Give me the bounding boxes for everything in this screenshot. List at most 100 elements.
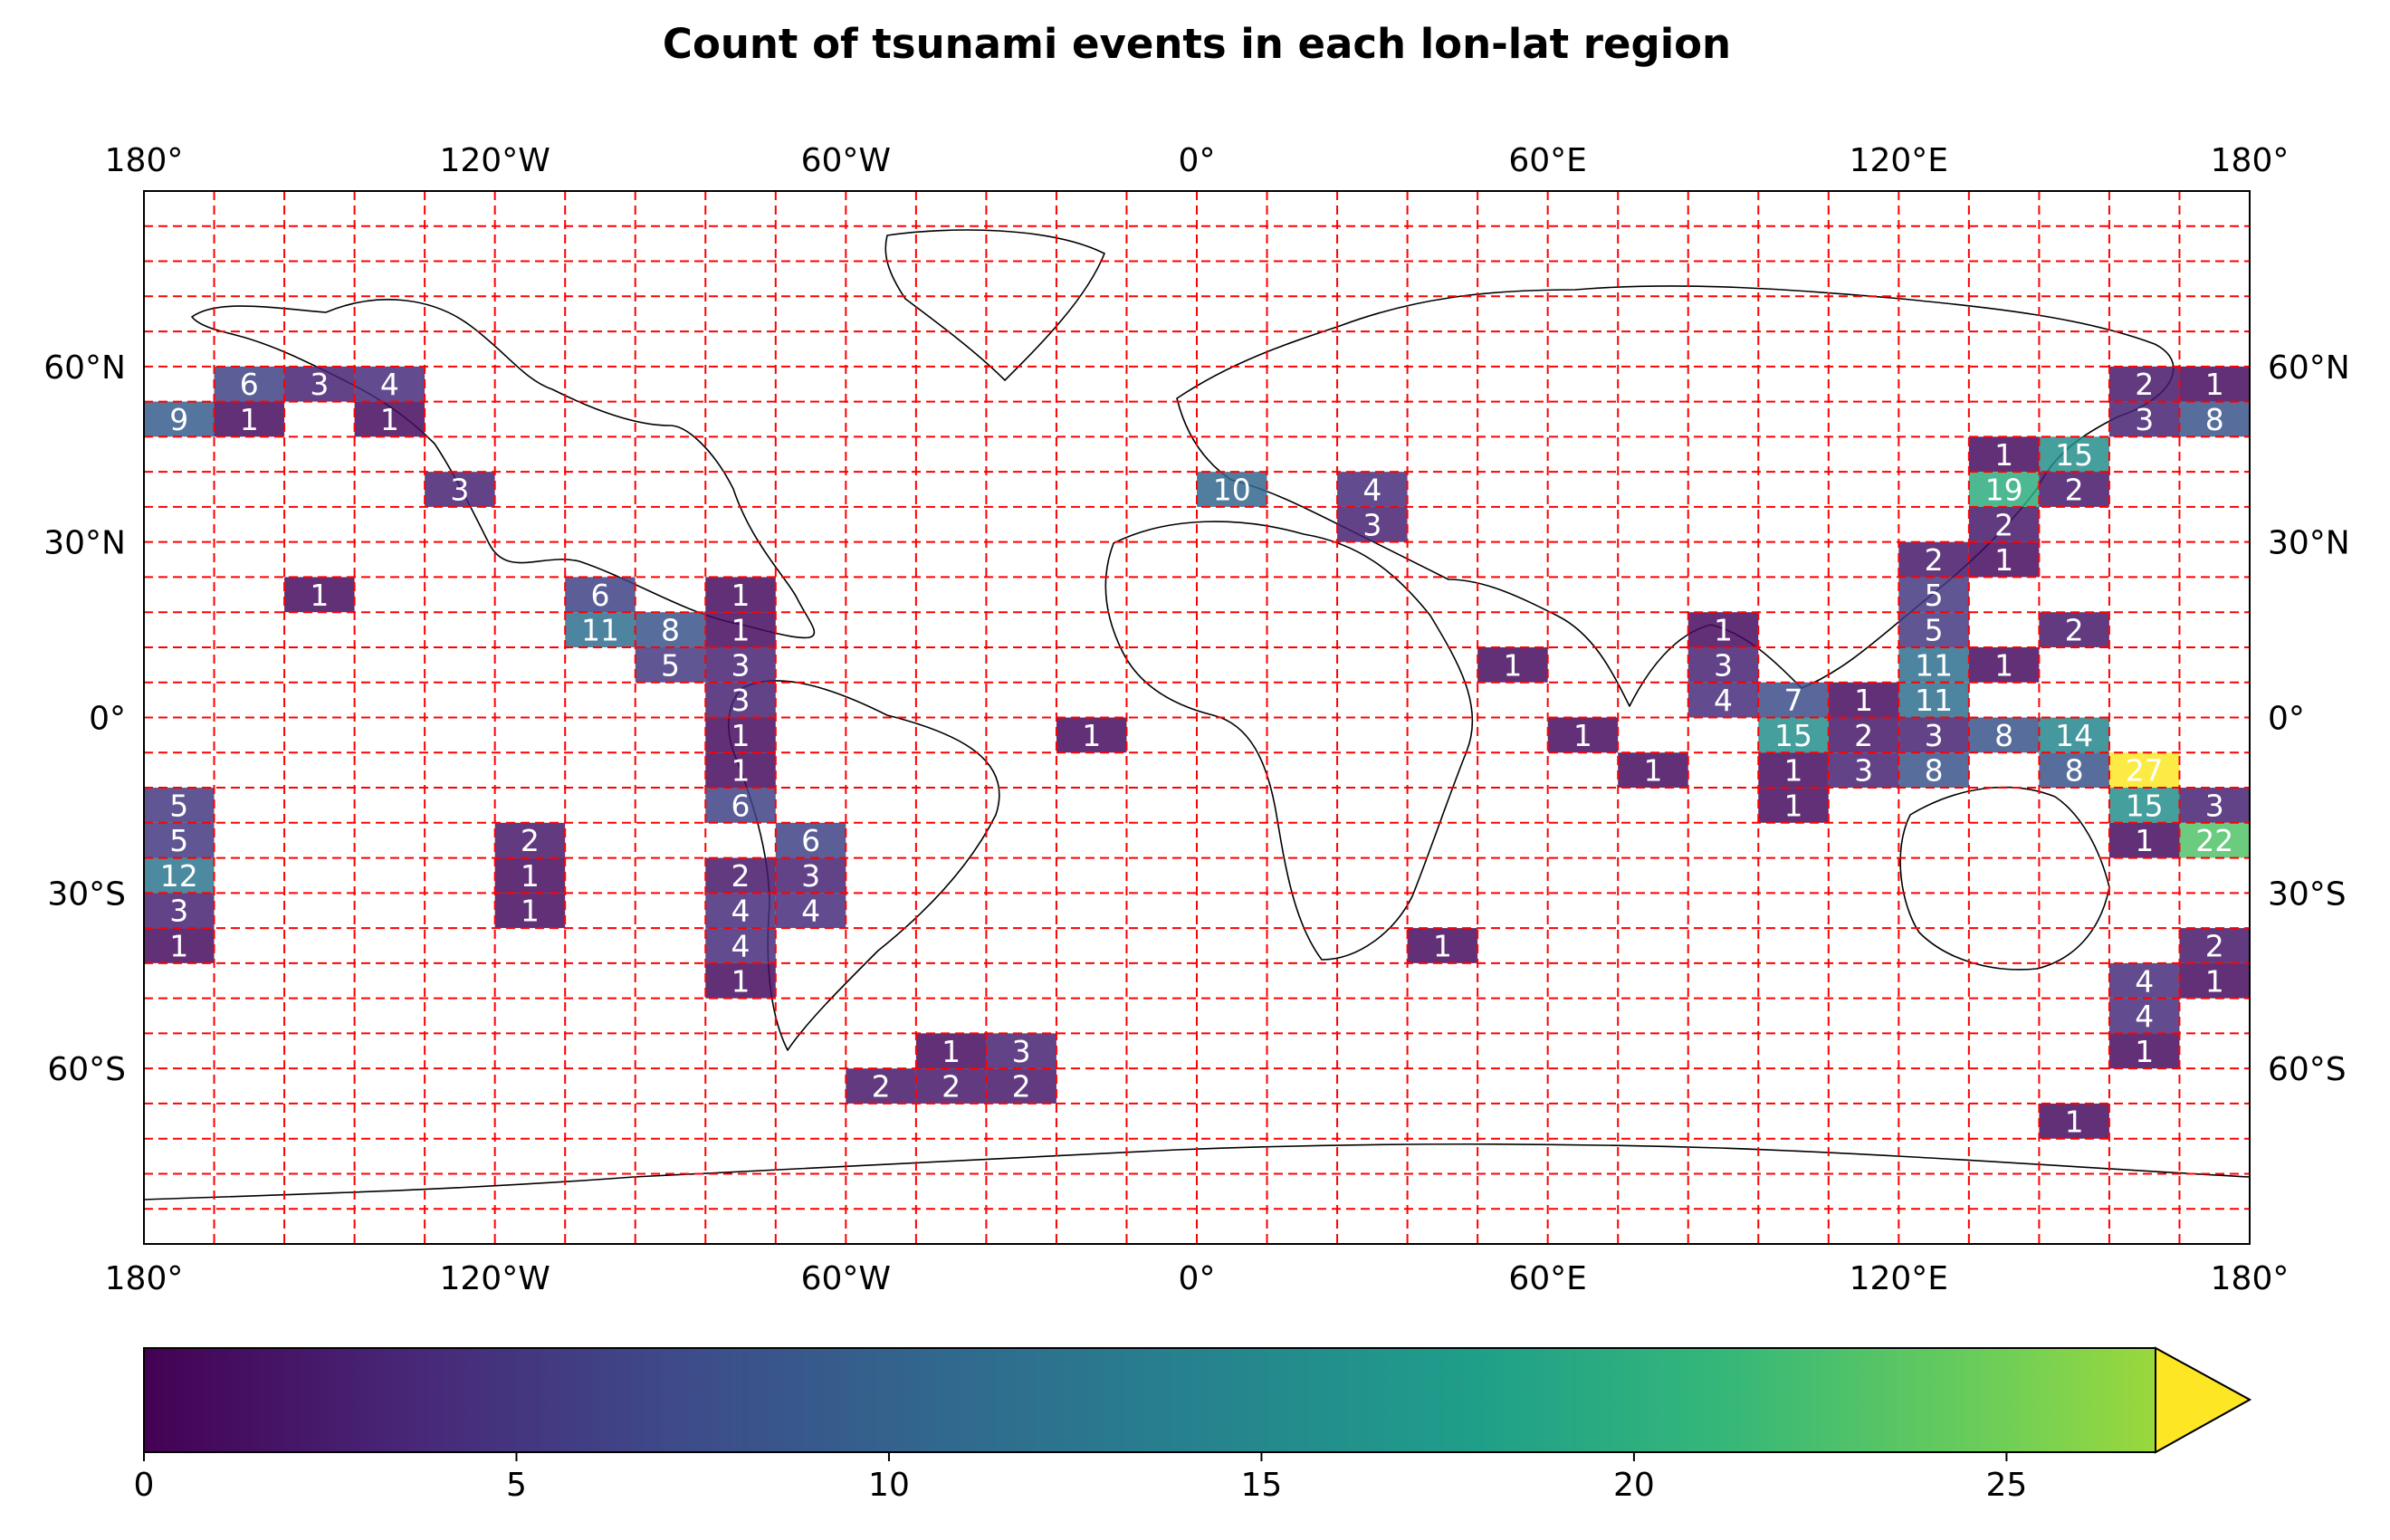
cell-value-label: 1 (1082, 718, 1101, 753)
heatmap-cell (2108, 401, 2180, 437)
heatmap-cell (775, 893, 846, 929)
x-tick-label-bottom: 60°E (1508, 1260, 1587, 1297)
heatmap-cell (284, 577, 355, 613)
cell-value-label: 1 (2065, 1104, 2084, 1139)
cell-value-label: 1 (2205, 367, 2224, 402)
cell-value-label: 1 (240, 402, 259, 437)
colorbar-tick-label: 25 (1986, 1467, 2028, 1504)
heatmap-cell (1898, 717, 1969, 753)
heatmap-cell (1828, 682, 1899, 718)
heatmap-cell (915, 1068, 987, 1104)
cell-value-label: 4 (801, 894, 820, 929)
heatmap-cell (1547, 717, 1619, 753)
cell-value-label: 1 (1714, 613, 1733, 648)
cell-value-label: 11 (1915, 647, 1953, 683)
heatmap-cell (705, 893, 776, 929)
x-tick-label-top: 60°W (801, 142, 891, 179)
heatmap-cell (1828, 752, 1899, 789)
heatmap-cell (1828, 717, 1899, 753)
cell-value-label: 6 (240, 367, 259, 402)
cell-value-label: 8 (1925, 753, 1944, 789)
x-tick-label-top: 180° (105, 142, 184, 179)
heatmap-cell (2039, 472, 2109, 507)
heatmap-cell (2039, 717, 2109, 753)
cell-value-label: 4 (2135, 963, 2154, 999)
heatmap-cell (354, 366, 425, 402)
heatmap-cell (846, 1068, 916, 1104)
cell-value-label: 1 (731, 963, 750, 999)
cell-value-label: 1 (1503, 647, 1522, 683)
cell-value-label: 2 (1012, 1069, 1031, 1105)
y-tick-label-right: 60°S (2268, 1051, 2347, 1088)
heatmap-cell (1407, 928, 1478, 963)
map-frame (143, 190, 2251, 1245)
cell-value-label: 4 (731, 928, 750, 963)
x-tick-label-top: 60°E (1508, 142, 1587, 179)
cell-value-label: 3 (169, 894, 188, 929)
colorbar-tick-label: 5 (506, 1467, 527, 1504)
heatmap-cell (494, 893, 566, 929)
heatmap-cell (494, 822, 566, 858)
heatmap-cell (2179, 928, 2250, 963)
cell-value-label: 1 (2205, 963, 2224, 999)
heatmap-cell (705, 857, 776, 894)
heatmap-cell (1758, 788, 1829, 823)
cell-value-label: 2 (1994, 507, 2013, 542)
heatmap-cell (1687, 682, 1759, 718)
heatmap-cell (635, 646, 706, 683)
x-tick-label-bottom: 60°W (801, 1260, 891, 1297)
cell-value-label: 27 (2126, 753, 2164, 789)
cell-value-label: 1 (310, 578, 329, 613)
heatmap-cell (1968, 506, 2040, 542)
colorbar-extend-arrow (2155, 1346, 2252, 1454)
heatmap-cell (1968, 472, 2040, 507)
cell-value-label: 1 (2135, 1034, 2154, 1069)
axis-ticks: 180°180°120°W120°W60°W60°W0°0°60°E60°E12… (43, 142, 2350, 1297)
heatmap-cell (1898, 682, 1969, 718)
cell-value-label: 1 (169, 928, 188, 963)
colorbar-tick-label: 0 (134, 1467, 155, 1504)
cell-value-label: 5 (169, 788, 188, 823)
x-tick-label-bottom: 180° (2211, 1260, 2290, 1297)
x-tick-label-bottom: 180° (105, 1260, 184, 1297)
y-tick-label-left: 60°N (43, 349, 126, 387)
greenland-outline (884, 229, 1105, 381)
cell-value-label: 7 (1784, 683, 1803, 718)
heatmap-cell (705, 717, 776, 753)
cell-value-label: 6 (801, 823, 820, 858)
heatmap-cell (635, 612, 706, 647)
cell-value-label: 1 (1994, 437, 2013, 473)
heatmap-cell (915, 1033, 987, 1069)
x-tick-label-top: 180° (2211, 142, 2290, 179)
y-tick-label-right: 60°N (2268, 349, 2350, 387)
cell-value-label: 8 (2065, 753, 2084, 789)
heatmap-cell (1758, 752, 1829, 789)
heatmap-cell (2179, 401, 2250, 437)
heatmap-cell (144, 928, 215, 963)
cell-value-label: 5 (1925, 613, 1944, 648)
heatmap-cell (144, 401, 215, 437)
heatmap-cell (986, 1033, 1056, 1069)
x-tick-label-top: 0° (1179, 142, 1216, 179)
heatmap-cell (144, 788, 215, 823)
cell-value-label: 12 (160, 858, 198, 894)
heatmap-cell (1968, 717, 2040, 753)
africa-outline (1104, 521, 1474, 961)
colorbar: 0 5 10 15 20 25 (134, 1346, 2252, 1504)
cell-value-label: 1 (1573, 718, 1592, 753)
y-tick-label-left: 0° (89, 701, 126, 738)
cell-value-label: 3 (1012, 1034, 1031, 1069)
cell-value-label: 22 (2195, 823, 2233, 858)
cell-value-label: 1 (1643, 753, 1662, 789)
cell-value-label: 2 (731, 858, 750, 894)
cell-value-label: 3 (731, 683, 750, 718)
heatmap-cell (1898, 541, 1969, 578)
heatmap-cell (705, 788, 776, 823)
cell-value-label: 1 (1854, 683, 1873, 718)
cell-value-label: 2 (521, 823, 540, 858)
heatmap-cell (1898, 752, 1969, 789)
y-tick-label-right: 0° (2268, 701, 2305, 738)
x-tick-label-top: 120°E (1850, 142, 1948, 179)
cell-value-label: 2 (2205, 928, 2224, 963)
cell-value-label: 4 (2135, 999, 2154, 1034)
